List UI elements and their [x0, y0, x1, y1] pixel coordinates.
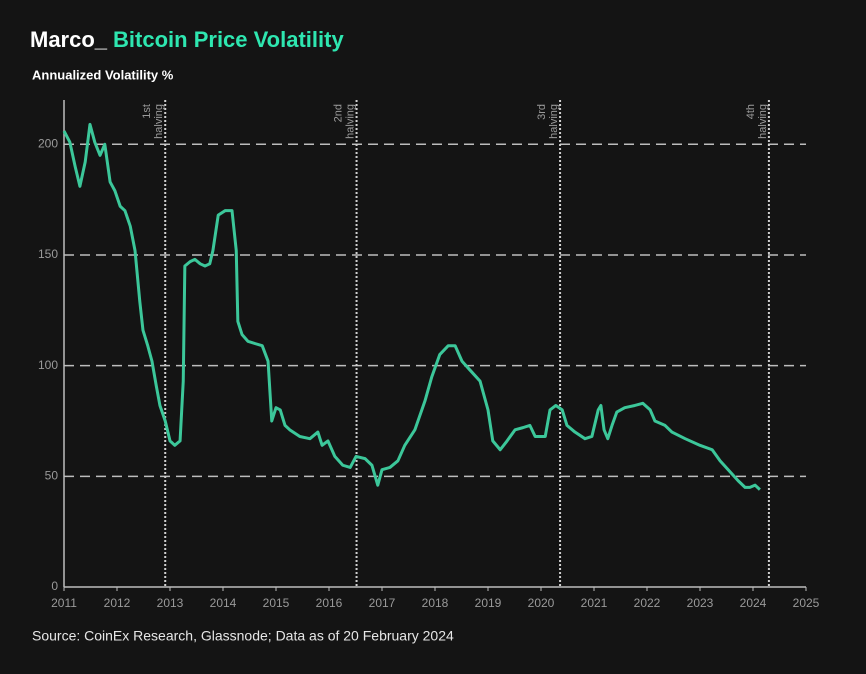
- halving-label-line: halving: [757, 104, 769, 139]
- x-tick-label: 2020: [528, 596, 555, 610]
- x-tick-label: 2023: [687, 596, 714, 610]
- y-axis-title: Annualized Volatility %: [32, 67, 174, 82]
- x-tick-label: 2017: [369, 596, 396, 610]
- halving-label-line: halving: [153, 104, 165, 139]
- y-tick-label: 0: [51, 579, 58, 593]
- halving-label-line: halving: [344, 104, 356, 139]
- line-series: [62, 122, 761, 491]
- halving-label-line: halving: [548, 104, 560, 139]
- halving-label: 2ndhalving: [332, 104, 356, 139]
- y-tick-label: 100: [38, 358, 58, 372]
- halving-label-line: 1st: [141, 104, 153, 119]
- y-tick-label: 150: [38, 247, 58, 261]
- x-tick-label: 2022: [634, 596, 661, 610]
- halving-label-line: 3rd: [536, 104, 548, 120]
- x-tick-label: 2013: [157, 596, 184, 610]
- x-tick-label: 2024: [740, 596, 767, 610]
- source: Source: CoinEx Research, Glassnode; Data…: [32, 628, 454, 644]
- halving-label: 3rdhalving: [536, 104, 560, 139]
- halving-label-line: 2nd: [332, 104, 344, 122]
- title-main: Bitcoin Price Volatility: [113, 27, 344, 52]
- y-tick-label: 50: [45, 468, 59, 482]
- x-tick-label: 2014: [210, 596, 237, 610]
- halving-label: 4thhalving: [745, 104, 769, 139]
- y-tick-label: 200: [38, 136, 58, 150]
- x-tick-label: 2019: [475, 596, 502, 610]
- x-tick-label: 2025: [793, 596, 820, 610]
- x-tick-label: 2011: [51, 596, 77, 610]
- x-tick-label: 2012: [104, 596, 131, 610]
- x-tick-label: 2021: [581, 596, 608, 610]
- chart-title: Marco_ Bitcoin Price Volatility: [30, 27, 344, 52]
- title-prefix: Marco_: [30, 27, 108, 52]
- x-tick-label: 2015: [263, 596, 290, 610]
- halving-label-line: 4th: [745, 104, 757, 119]
- x-tick-label: 2018: [422, 596, 449, 610]
- halving-label: 1sthalving: [141, 104, 165, 139]
- x-tick-label: 2016: [316, 596, 343, 610]
